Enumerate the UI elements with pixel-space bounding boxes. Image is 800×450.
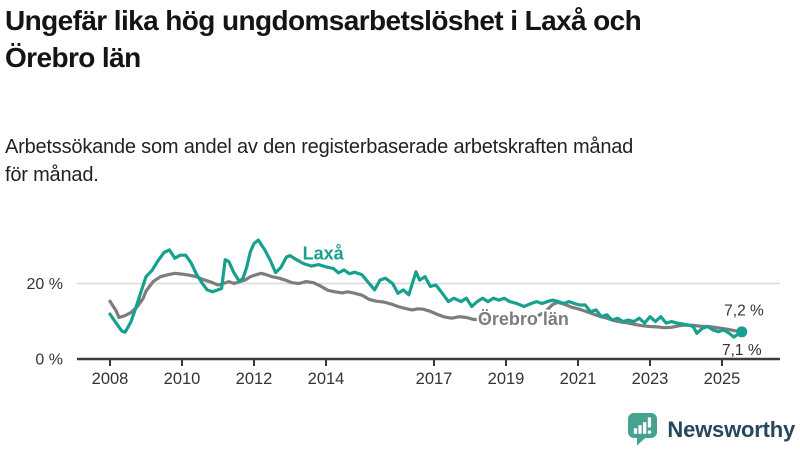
series-label-orebro-lan: Örebro län	[478, 309, 569, 329]
x-tick-label: 2025	[704, 370, 741, 388]
x-tick-label: 2023	[632, 370, 669, 388]
series-label-laxa: Laxå	[303, 244, 345, 264]
chart-subtitle-line1: Arbetssökande som andel av den registerb…	[5, 136, 634, 158]
brand-name: Newsworthy	[667, 416, 795, 442]
x-tick-label: 2014	[308, 370, 345, 388]
y-tick-label: 20 %	[27, 276, 63, 293]
chart-subtitle: Arbetssökande som andel av den registerb…	[5, 133, 785, 189]
series-end-dot-laxa	[736, 326, 748, 338]
series-line-laxa	[108, 238, 744, 339]
end-value-label: 7,2 %	[724, 303, 764, 320]
series-line-orebro-lan	[108, 271, 744, 334]
x-tick-label: 2021	[560, 370, 597, 388]
x-tick-label: 2019	[488, 370, 525, 388]
x-tick-label: 2008	[92, 370, 129, 388]
chart-subtitle-line2: för månad.	[5, 164, 99, 186]
end-value-label: 7,1 %	[722, 342, 762, 359]
newsworthy-logo: Newsworthy	[627, 412, 795, 447]
chart-title: Ungefär lika hög ungdomsarbetslöshet i L…	[5, 2, 785, 76]
x-tick-label: 2010	[164, 370, 201, 388]
chart-title-line1: Ungefär lika hög ungdomsarbetslöshet i L…	[5, 5, 642, 36]
chart-title-line2: Örebro län	[5, 42, 141, 73]
x-tick-label: 2017	[416, 370, 453, 388]
bar-chart-speech-bubble-icon	[628, 413, 658, 446]
x-tick-label: 2012	[236, 370, 273, 388]
y-tick-label: 0 %	[35, 352, 63, 369]
